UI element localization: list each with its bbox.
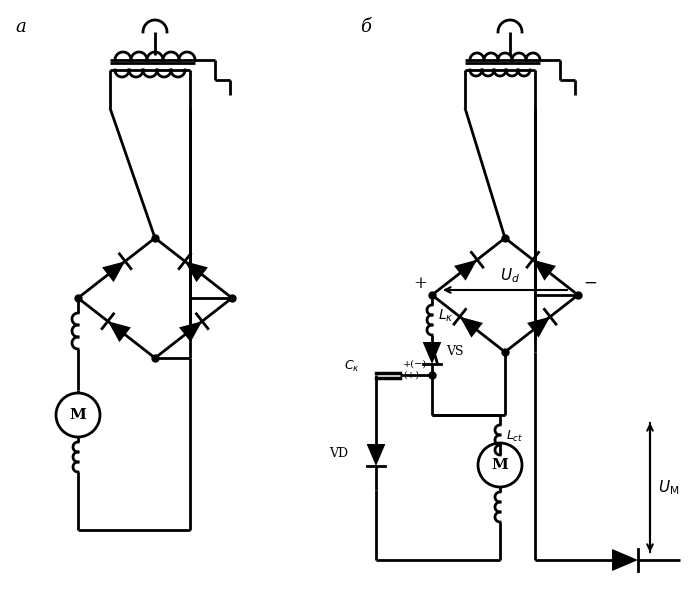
Text: $U_\mathrm{M}$: $U_\mathrm{M}$ (658, 478, 679, 497)
Text: VD: VD (329, 447, 348, 460)
Text: a: a (15, 18, 26, 36)
Polygon shape (454, 260, 477, 281)
Polygon shape (179, 321, 202, 342)
Polygon shape (184, 261, 208, 282)
Polygon shape (108, 321, 131, 342)
Polygon shape (102, 261, 125, 282)
Text: M: M (70, 408, 86, 422)
Polygon shape (527, 317, 550, 338)
Text: VS: VS (446, 345, 464, 358)
Text: $U_d$: $U_d$ (500, 266, 520, 285)
Polygon shape (423, 342, 442, 364)
Text: $L_{ct}$: $L_{ct}$ (506, 429, 524, 444)
Polygon shape (367, 444, 386, 466)
Text: (+): (+) (403, 371, 419, 380)
Polygon shape (533, 260, 556, 281)
Text: +: + (413, 275, 427, 292)
Text: $L_\kappa$: $L_\kappa$ (438, 308, 453, 325)
Text: −: − (583, 275, 597, 292)
Polygon shape (460, 317, 483, 338)
Text: $C_\kappa$: $C_\kappa$ (344, 359, 360, 374)
Text: +(−): +(−) (403, 360, 427, 369)
Polygon shape (612, 549, 638, 571)
Text: M: M (491, 458, 509, 472)
Text: б: б (360, 18, 371, 36)
